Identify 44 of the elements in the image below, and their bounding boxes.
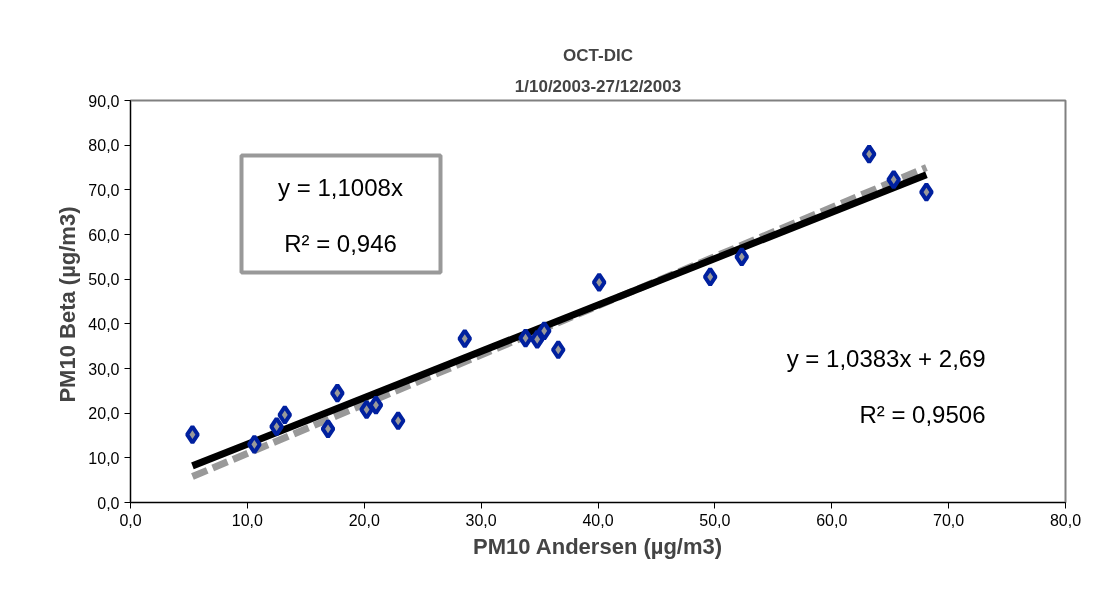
y-tick-label: 80,0 [88, 137, 120, 155]
point [330, 383, 345, 404]
x-tick-label: 0,0 [119, 511, 142, 529]
x-tick-label: 40,0 [582, 511, 614, 529]
y-tick-label: 90,0 [88, 92, 120, 110]
x-tick-label: 50,0 [699, 511, 731, 529]
point [320, 418, 336, 439]
point [919, 182, 934, 203]
point [457, 328, 473, 349]
x-tick-label: 60,0 [816, 511, 848, 529]
point [390, 410, 406, 431]
x-tick-label: 30,0 [465, 511, 497, 529]
point [247, 434, 262, 455]
x-tick-label: 80,0 [1049, 511, 1082, 529]
y-tick-label: 50,0 [88, 271, 120, 289]
point [368, 395, 384, 416]
y-tick-label: 60,0 [88, 226, 120, 244]
point [550, 339, 566, 360]
text: y = 1,0383x + 2,69 R² = 0,9506 [786, 345, 986, 428]
point [277, 404, 293, 425]
point [861, 144, 877, 165]
point [536, 320, 552, 341]
x-axis-title: PM10 Andersen (µg/m3) [473, 533, 723, 559]
point [886, 169, 902, 190]
y-axis-title: PM10 Beta (µg/m3) [55, 206, 81, 403]
point [269, 416, 284, 437]
point [518, 328, 533, 349]
chart-title: OCT-DIC [563, 45, 633, 65]
x-tick-label: 10,0 [231, 511, 264, 529]
y-tick-label: 70,0 [88, 181, 120, 199]
point [734, 246, 750, 267]
y-tick-label: 30,0 [88, 360, 120, 378]
point [359, 399, 374, 420]
y-tick-label: 20,0 [88, 405, 120, 423]
chart-subtitle: 1/10/2003-27/12/2003 [514, 76, 682, 96]
point [702, 266, 718, 287]
text: y = 1,1008x R² = 0,946 [278, 174, 403, 257]
point [185, 424, 200, 445]
y-tick-label: 10,0 [88, 449, 120, 467]
x-tick-label: 70,0 [933, 511, 965, 529]
y-tick-label: 0,0 [97, 494, 120, 512]
y-tick-label: 40,0 [88, 315, 120, 333]
point [591, 272, 607, 293]
x-tick-label: 20,0 [348, 511, 380, 529]
